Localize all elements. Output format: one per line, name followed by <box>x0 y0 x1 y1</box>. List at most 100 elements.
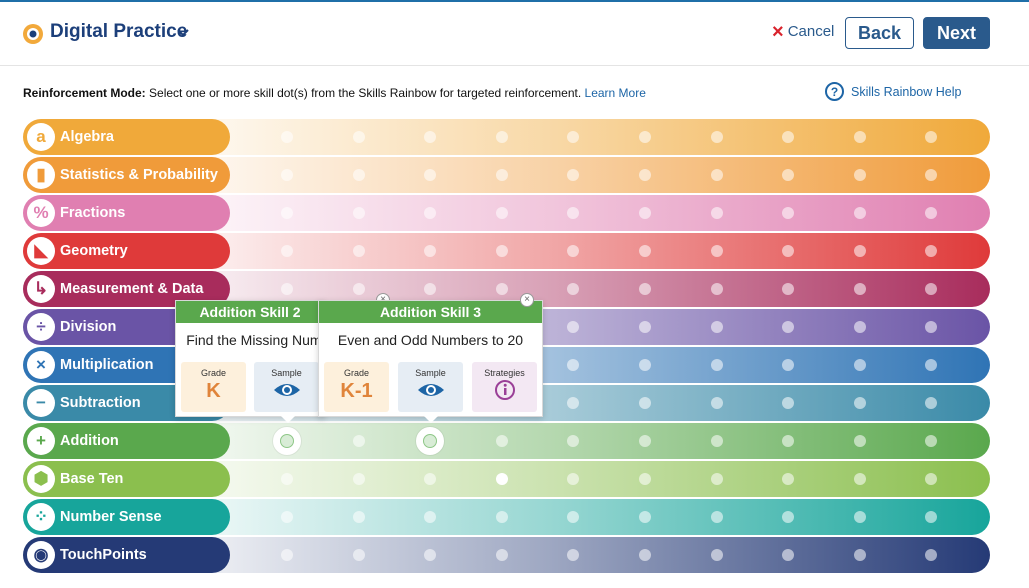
skill-dot[interactable] <box>853 207 866 219</box>
selected-skill-dot[interactable] <box>273 427 301 455</box>
skill-dot[interactable] <box>853 511 866 523</box>
skill-dot[interactable] <box>495 207 508 219</box>
skill-dot[interactable] <box>567 549 580 561</box>
skill-dot[interactable] <box>639 511 651 523</box>
skill-dot[interactable] <box>782 169 795 181</box>
skill-dot[interactable] <box>424 207 437 219</box>
strand-label[interactable]: % Fractions <box>23 195 230 231</box>
skill-dot[interactable] <box>782 207 795 219</box>
skill-dot[interactable] <box>352 435 365 447</box>
skill-dot[interactable] <box>567 245 580 257</box>
skill-dot[interactable] <box>782 549 795 561</box>
skill-dot[interactable] <box>925 131 938 143</box>
skill-dot[interactable] <box>925 245 938 257</box>
skill-dot[interactable] <box>495 549 508 561</box>
skill-dot[interactable] <box>853 473 866 485</box>
skill-dot[interactable] <box>281 169 293 181</box>
skill-dot[interactable] <box>639 359 651 371</box>
skill-dot[interactable] <box>639 473 651 485</box>
skill-dot[interactable] <box>925 511 938 523</box>
skill-dot[interactable] <box>925 473 938 485</box>
skill-dot[interactable] <box>782 245 795 257</box>
skill-dot[interactable] <box>853 131 866 143</box>
skill-dot[interactable] <box>639 283 651 295</box>
skill-dot[interactable] <box>782 435 795 447</box>
skill-dot[interactable] <box>639 549 651 561</box>
skill-dot[interactable] <box>567 397 580 409</box>
skill-dot[interactable] <box>710 169 723 181</box>
strategies-tile[interactable]: Strategies <box>472 362 537 412</box>
skill-dot[interactable] <box>424 131 437 143</box>
strand-label[interactable]: ⁘ Number Sense <box>23 499 230 535</box>
skill-dot[interactable] <box>925 169 938 181</box>
skill-dot[interactable] <box>925 283 938 295</box>
learn-more-link[interactable]: Learn More <box>584 86 646 100</box>
skill-dot[interactable] <box>352 207 365 219</box>
skill-dot[interactable] <box>710 207 723 219</box>
skill-dot[interactable] <box>710 283 723 295</box>
skill-dot[interactable] <box>925 207 938 219</box>
skill-dot[interactable] <box>853 549 866 561</box>
skill-dot[interactable] <box>853 359 866 371</box>
skill-dot[interactable] <box>639 397 651 409</box>
skill-dot[interactable] <box>710 359 723 371</box>
skill-dot[interactable] <box>710 321 723 333</box>
skill-dot[interactable] <box>495 169 508 181</box>
skill-dot[interactable] <box>567 283 580 295</box>
skill-dot[interactable] <box>567 473 580 485</box>
skill-dot[interactable] <box>281 549 293 561</box>
skill-dot[interactable] <box>710 473 723 485</box>
skill-dot[interactable] <box>925 321 938 333</box>
skill-dot[interactable] <box>782 359 795 371</box>
skill-dot[interactable] <box>352 131 365 143</box>
skill-dot[interactable] <box>782 131 795 143</box>
skill-dot[interactable] <box>639 321 651 333</box>
skill-dot[interactable] <box>710 245 723 257</box>
skill-dot[interactable] <box>567 207 580 219</box>
skill-dot[interactable] <box>853 435 866 447</box>
skill-dot[interactable] <box>281 245 293 257</box>
skill-dot[interactable] <box>782 473 795 485</box>
skill-dot[interactable] <box>495 435 508 447</box>
skill-dot[interactable] <box>925 435 938 447</box>
skill-dot[interactable] <box>925 397 938 409</box>
skill-dot[interactable] <box>853 397 866 409</box>
skill-dot[interactable] <box>424 549 437 561</box>
skill-dot[interactable] <box>710 397 723 409</box>
skill-dot[interactable] <box>495 245 508 257</box>
skill-dot[interactable] <box>853 283 866 295</box>
close-icon[interactable]: × <box>520 293 534 307</box>
skill-dot[interactable] <box>424 511 437 523</box>
strand-label[interactable]: a Algebra <box>23 119 230 155</box>
skill-dot[interactable] <box>782 397 795 409</box>
skill-dot[interactable] <box>495 473 508 485</box>
skill-dot[interactable] <box>710 511 723 523</box>
skill-dot[interactable] <box>424 169 437 181</box>
chevron-down-icon[interactable] <box>177 28 189 38</box>
skill-dot[interactable] <box>853 169 866 181</box>
skill-dot[interactable] <box>495 131 508 143</box>
skill-dot[interactable] <box>281 473 293 485</box>
skill-dot[interactable] <box>352 473 365 485</box>
skill-dot[interactable] <box>567 359 580 371</box>
skill-dot[interactable] <box>782 511 795 523</box>
skill-dot[interactable] <box>281 207 293 219</box>
next-button[interactable]: Next <box>923 17 990 49</box>
skill-dot[interactable] <box>925 549 938 561</box>
skill-dot[interactable] <box>281 283 293 295</box>
skill-dot[interactable] <box>782 321 795 333</box>
cancel-link[interactable]: × Cancel <box>772 22 834 42</box>
skill-dot[interactable] <box>853 321 866 333</box>
skill-dot[interactable] <box>281 511 293 523</box>
skill-dot[interactable] <box>710 131 723 143</box>
skill-dot[interactable] <box>424 245 437 257</box>
skill-dot[interactable] <box>567 169 580 181</box>
skill-dot[interactable] <box>567 321 580 333</box>
strand-label[interactable]: ⬢ Base Ten <box>23 461 230 497</box>
skill-dot[interactable] <box>639 435 651 447</box>
skill-dot[interactable] <box>710 549 723 561</box>
strand-label[interactable]: ◉ TouchPoints <box>23 537 230 573</box>
skill-dot[interactable] <box>853 245 866 257</box>
skill-dot[interactable] <box>567 131 580 143</box>
skill-dot[interactable] <box>925 359 938 371</box>
